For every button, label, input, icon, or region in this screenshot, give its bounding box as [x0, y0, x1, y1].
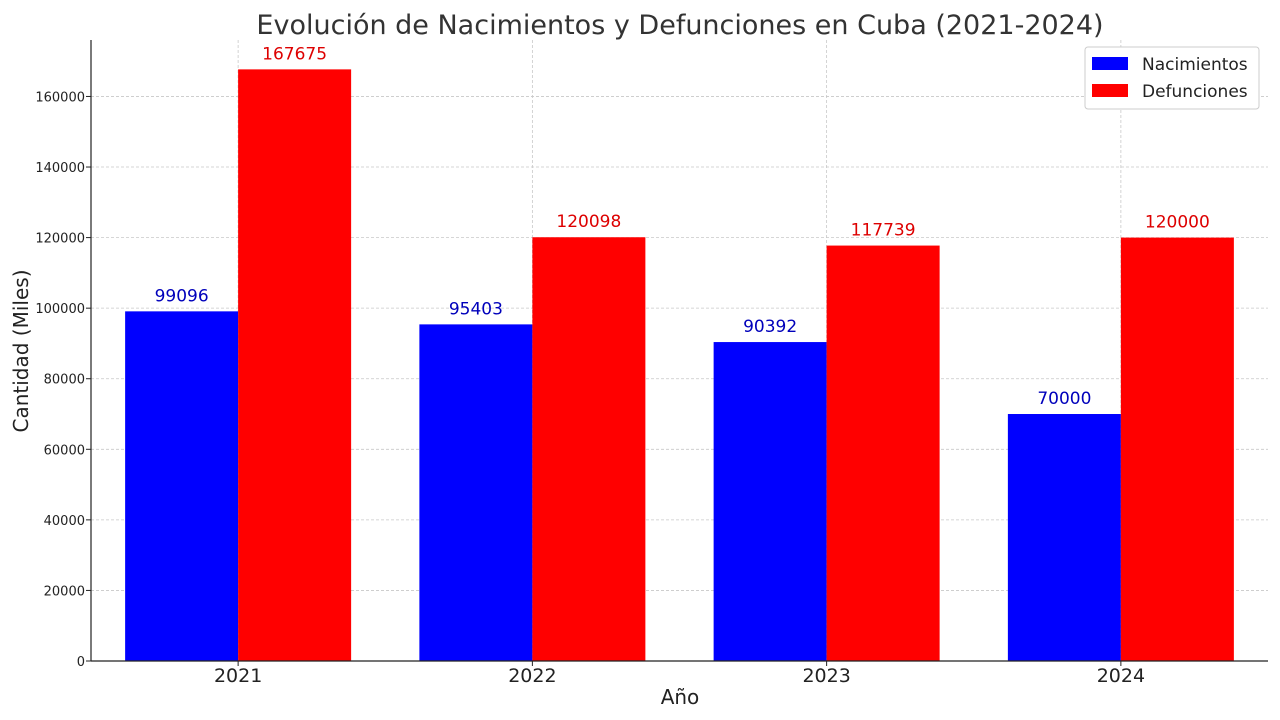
y-tick-label: 0 — [77, 655, 85, 670]
y-tick-labels: 0 20000 40000 60000 80000 100000 120000 140000 1… — [35, 90, 85, 670]
legend-box — [1084, 46, 1260, 110]
legend: Nacimientos Defunciones — [1084, 46, 1260, 110]
bar-nacimientos-2023 — [713, 342, 827, 661]
y-tick-label: 60000 — [44, 443, 85, 458]
bar-defunciones-2023 — [826, 245, 940, 661]
legend-swatch-nacimientos — [1092, 57, 1128, 70]
bar-nacimientos-2021 — [125, 311, 239, 661]
x-tick-label-2022: 2022 — [508, 665, 556, 687]
bar-defunciones-2021 — [238, 69, 352, 661]
axes-layer — [86, 40, 1268, 666]
y-tick-label: 140000 — [35, 161, 85, 176]
value-label-defunciones-2024: 120000 — [1145, 213, 1210, 233]
y-tick-label: 160000 — [35, 90, 85, 105]
y-tick-label: 40000 — [44, 514, 85, 529]
value-label-nacimientos-2023: 90392 — [743, 317, 797, 337]
bar-nacimientos-2022 — [419, 324, 533, 661]
x-tick-label-2023: 2023 — [802, 665, 850, 687]
y-tick-label: 80000 — [44, 373, 85, 388]
value-label-defunciones-2022: 120098 — [556, 212, 621, 232]
value-labels-layer: 99096 167675 95403 120098 90392 117739 70000 12… — [155, 44, 1210, 409]
x-axis-label: Año — [661, 685, 700, 709]
legend-label-defunciones: Defunciones — [1142, 82, 1248, 102]
chart-title: Evolución de Nacimientos y Defunciones e… — [256, 10, 1103, 41]
value-label-nacimientos-2022: 95403 — [449, 299, 503, 319]
legend-swatch-defunciones — [1092, 84, 1128, 97]
bar-defunciones-2024 — [1120, 237, 1234, 661]
bars-layer — [125, 69, 1234, 662]
x-tick-label-2021: 2021 — [214, 665, 262, 687]
bar-defunciones-2022 — [532, 237, 646, 662]
y-axis-label: Cantidad (Miles) — [9, 270, 33, 433]
legend-label-nacimientos: Nacimientos — [1142, 55, 1248, 75]
value-label-defunciones-2023: 117739 — [851, 221, 916, 241]
y-tick-label: 100000 — [35, 302, 85, 317]
value-label-nacimientos-2024: 70000 — [1037, 389, 1091, 409]
value-label-defunciones-2021: 167675 — [262, 44, 327, 64]
x-tick-labels: 2021 2022 2023 2024 — [214, 665, 1145, 687]
y-tick-label: 20000 — [44, 584, 85, 599]
y-tick-label: 120000 — [35, 232, 85, 247]
bar-nacimientos-2024 — [1007, 414, 1121, 661]
x-tick-label-2024: 2024 — [1097, 665, 1145, 687]
value-label-nacimientos-2021: 99096 — [155, 286, 209, 306]
